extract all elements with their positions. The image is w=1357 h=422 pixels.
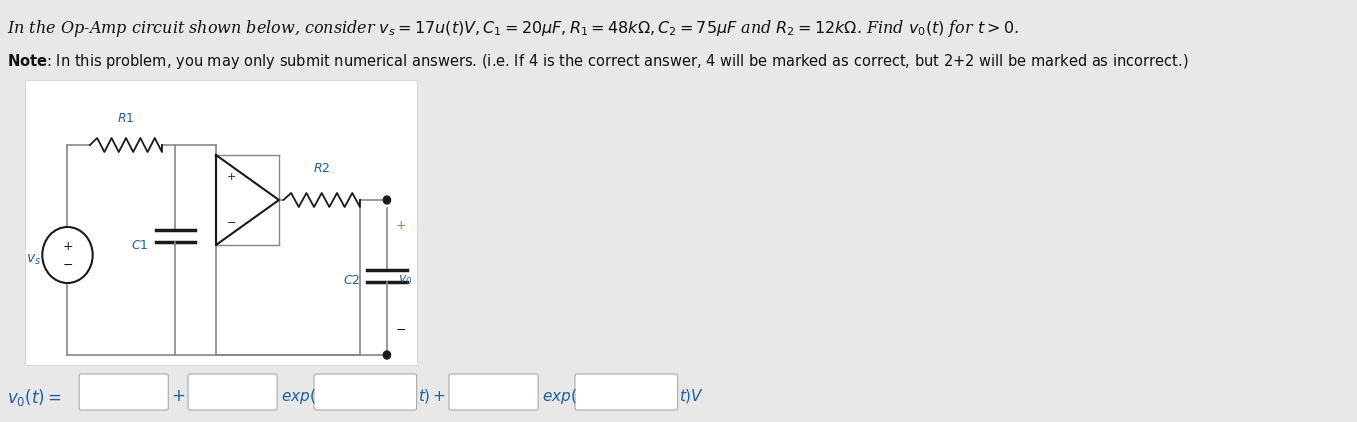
FancyBboxPatch shape [575, 374, 677, 410]
Text: $v_s$: $v_s$ [26, 253, 41, 267]
Text: $C2$: $C2$ [342, 273, 360, 287]
Text: $t)+$: $t)+$ [418, 387, 446, 405]
Text: In the Op-Amp circuit shown below, consider $v_s = 17u(t)V$$,C_1 = 20\mu F,R_1 =: In the Op-Amp circuit shown below, consi… [7, 18, 1019, 39]
FancyBboxPatch shape [449, 374, 539, 410]
FancyBboxPatch shape [189, 374, 277, 410]
Text: $v_0(t) =$: $v_0(t) =$ [7, 387, 62, 408]
Text: $exp($: $exp($ [281, 387, 315, 406]
Text: $v_0$: $v_0$ [398, 273, 413, 287]
Text: +: + [227, 172, 236, 182]
Circle shape [383, 351, 391, 359]
Text: $R1$: $R1$ [117, 112, 134, 125]
Circle shape [383, 196, 391, 204]
Text: $t)V$: $t)V$ [680, 387, 704, 405]
Text: +: + [396, 219, 407, 232]
Text: $C1$: $C1$ [132, 238, 148, 252]
FancyBboxPatch shape [313, 374, 417, 410]
FancyBboxPatch shape [26, 80, 417, 365]
FancyBboxPatch shape [79, 374, 168, 410]
Text: $\mathbf{Note}$: In this problem, you may only submit numerical answers. (i.e. I: $\mathbf{Note}$: In this problem, you ma… [7, 52, 1189, 71]
Text: −: − [62, 259, 73, 271]
Text: −: − [227, 218, 236, 228]
Text: +: + [171, 387, 185, 405]
Text: +: + [62, 240, 73, 252]
Text: −: − [396, 324, 407, 336]
Text: $R2$: $R2$ [313, 162, 330, 175]
Text: $exp($: $exp($ [541, 387, 577, 406]
